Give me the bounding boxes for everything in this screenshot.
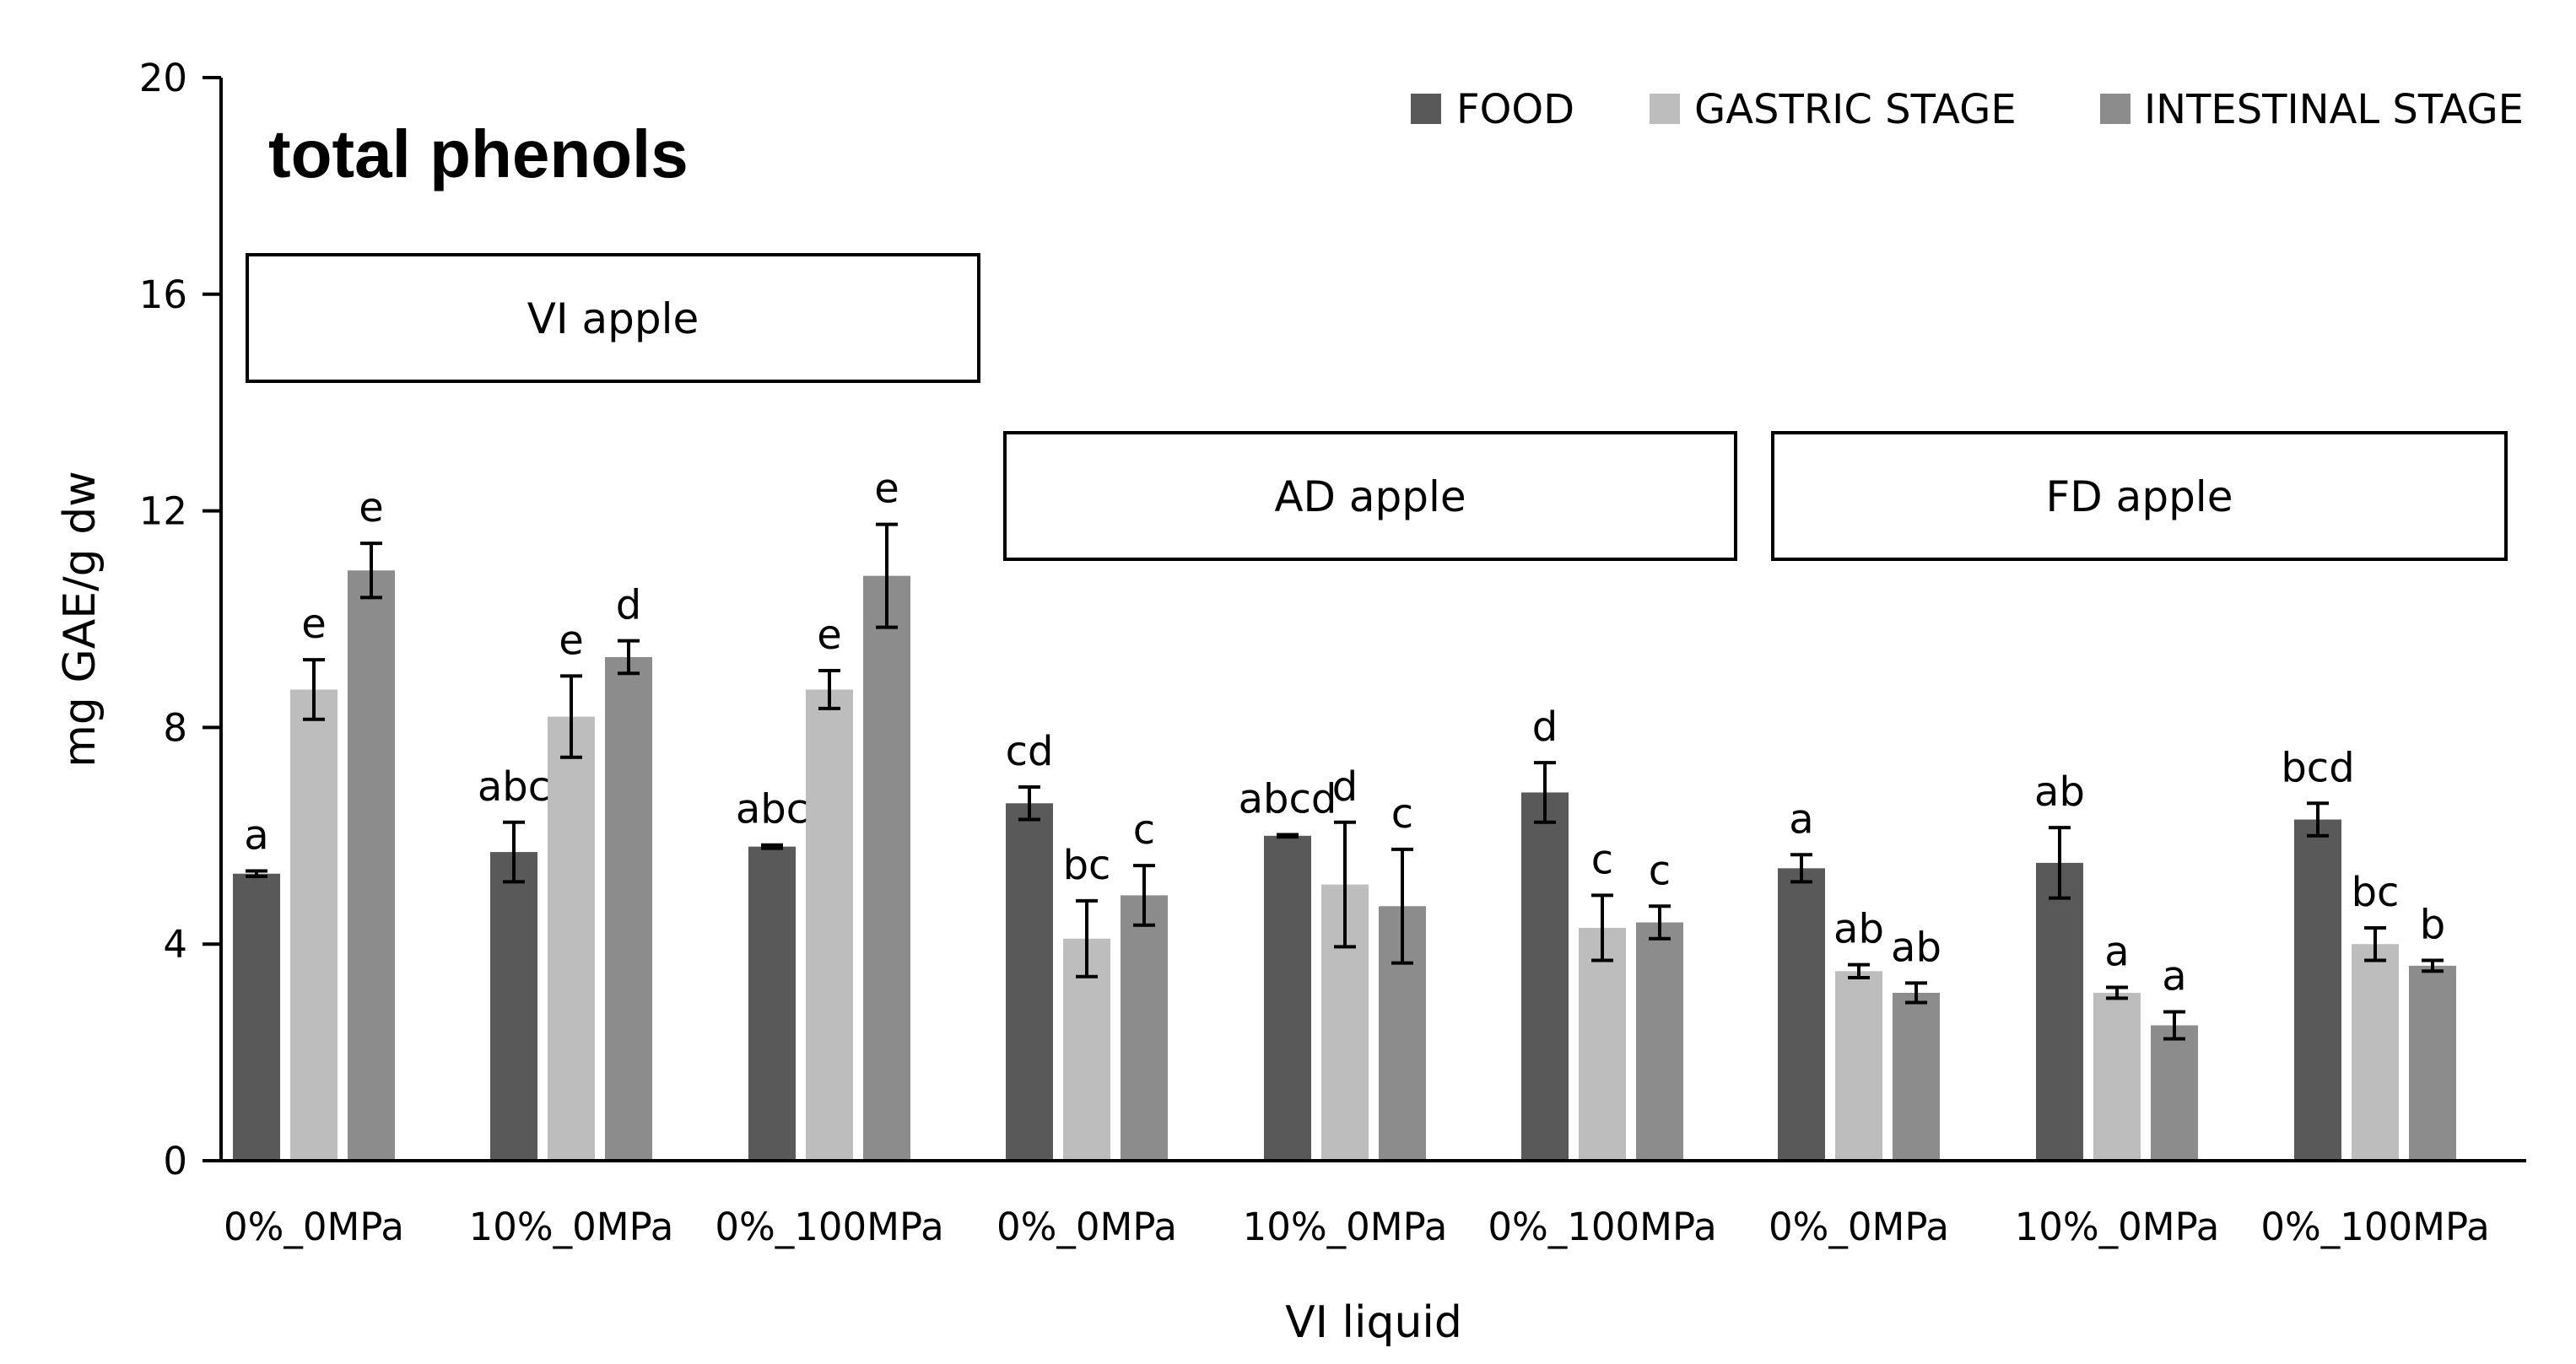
group-box-label: AD apple [1274,472,1466,521]
bar-food [2036,862,2083,1161]
significance-letter: abcd [1239,776,1337,823]
bar-food [2294,819,2341,1161]
significance-letter: e [559,617,584,664]
bar-gastric [290,689,338,1161]
bar-gastric [806,689,853,1161]
bar-intestinal [1893,992,1940,1161]
significance-letter: c [1591,836,1613,883]
y-tick-label: 16 [139,272,187,317]
significance-letter: ab [1891,924,1941,971]
bar-food [490,852,537,1161]
legend-swatch-food [1411,94,1441,124]
x-tick-label: 0%_100MPa [1488,1205,1716,1249]
x-tick-label: 10%_0MPa [469,1205,674,1249]
significance-letter: b [2420,901,2445,948]
x-axis-categories: 0%_0MPa 10%_0MPa 0%_100MPa 0%_0MPa 10%_0MPa 0… [224,1205,2490,1249]
group-box: FD apple [1771,431,2508,561]
bar-intestinal [1636,922,1683,1161]
significance-letter: e [301,601,327,648]
bar-intestinal [2151,1025,2198,1161]
significance-letter: ab [1833,906,1884,953]
bar-food [1778,868,1825,1161]
y-tick-label: 8 [163,705,187,750]
bar-intestinal [1121,895,1168,1161]
group-box: AD apple [1003,431,1737,561]
bars [233,522,2456,1161]
significance-letter: d [616,582,641,629]
significance-letter: cd [1006,728,1054,775]
chart-title: total phenols [268,116,689,191]
y-axis-title: mg GAE/g dw [55,471,105,768]
legend-label-gastric: GASTRIC STAGE [1694,86,2017,133]
significance-letter: bc [2352,869,2400,916]
x-tick-label: 0%_0MPa [224,1205,404,1249]
significance-letter: a [244,812,268,860]
x-axis-title: VI liquid [1285,1297,1462,1348]
group-box-label: VI apple [527,294,699,343]
x-tick-label: 0%_0MPa [1769,1205,1949,1249]
significance-letter: a [2162,952,2186,1000]
group-box: VI apple [246,253,980,383]
significance-letter: a [2104,929,2129,976]
significance-letter: c [1391,790,1413,838]
bar-gastric [2352,944,2399,1161]
bar-intestinal [605,656,652,1161]
significance-letter: bc [1063,842,1111,889]
bar-food [1521,792,1569,1161]
legend-label-intestinal: INTESTINAL STAGE [2144,86,2524,133]
y-tick-label: 4 [163,922,187,967]
y-tick-label: 12 [139,489,187,534]
significance-letter: ab [2034,768,2085,816]
significance-letter: e [874,466,899,513]
y-tick-label: 20 [139,56,187,100]
group-boxes: VI apple AD apple FD apple [246,253,2508,561]
x-tick-label: 10%_0MPa [2015,1205,2220,1249]
significance-letter: abc [478,763,550,811]
bar-gastric [2093,992,2141,1161]
bar-intestinal [863,575,910,1161]
significance-letter: c [1649,847,1671,894]
significance-letter: a [1789,795,1813,843]
significance-letter: abc [736,786,808,833]
x-tick-label: 0%_0MPa [996,1205,1177,1249]
group-box-frame [1771,431,2508,561]
significance-letter: c [1133,806,1155,854]
x-tick-label: 0%_100MPa [715,1205,943,1249]
group-box-frame [1003,431,1737,561]
bar-intestinal [348,570,395,1161]
bar-food [1006,803,1053,1161]
bar-food [1264,835,1311,1161]
legend-swatch-intestinal [2100,94,2130,124]
bar-gastric [1835,971,1882,1161]
bar-food [748,846,796,1161]
bar-intestinal [2409,965,2456,1161]
x-tick-label: 10%_0MPa [1243,1205,1448,1249]
group-box-label: FD apple [2046,472,2233,521]
significance-letter: d [1532,704,1558,751]
y-axis-ticks: 0 4 8 12 16 20 [139,56,221,1183]
legend: FOOD GASTRIC STAGE INTESTINAL STAGE [1411,86,2524,133]
bar-gastric [548,716,595,1161]
significance-letter: bcd [2281,744,2354,791]
bar-food [233,873,280,1161]
legend-label-food: FOOD [1456,86,1574,133]
significance-letter: d [1332,763,1358,811]
y-tick-label: 0 [163,1139,187,1183]
x-tick-label: 0%_100MPa [2260,1205,2489,1249]
group-box-frame [246,253,980,383]
legend-swatch-gastric [1650,94,1680,124]
bar-gastric [1579,927,1626,1161]
significance-letter: e [817,612,842,659]
significance-letter: e [359,484,384,531]
